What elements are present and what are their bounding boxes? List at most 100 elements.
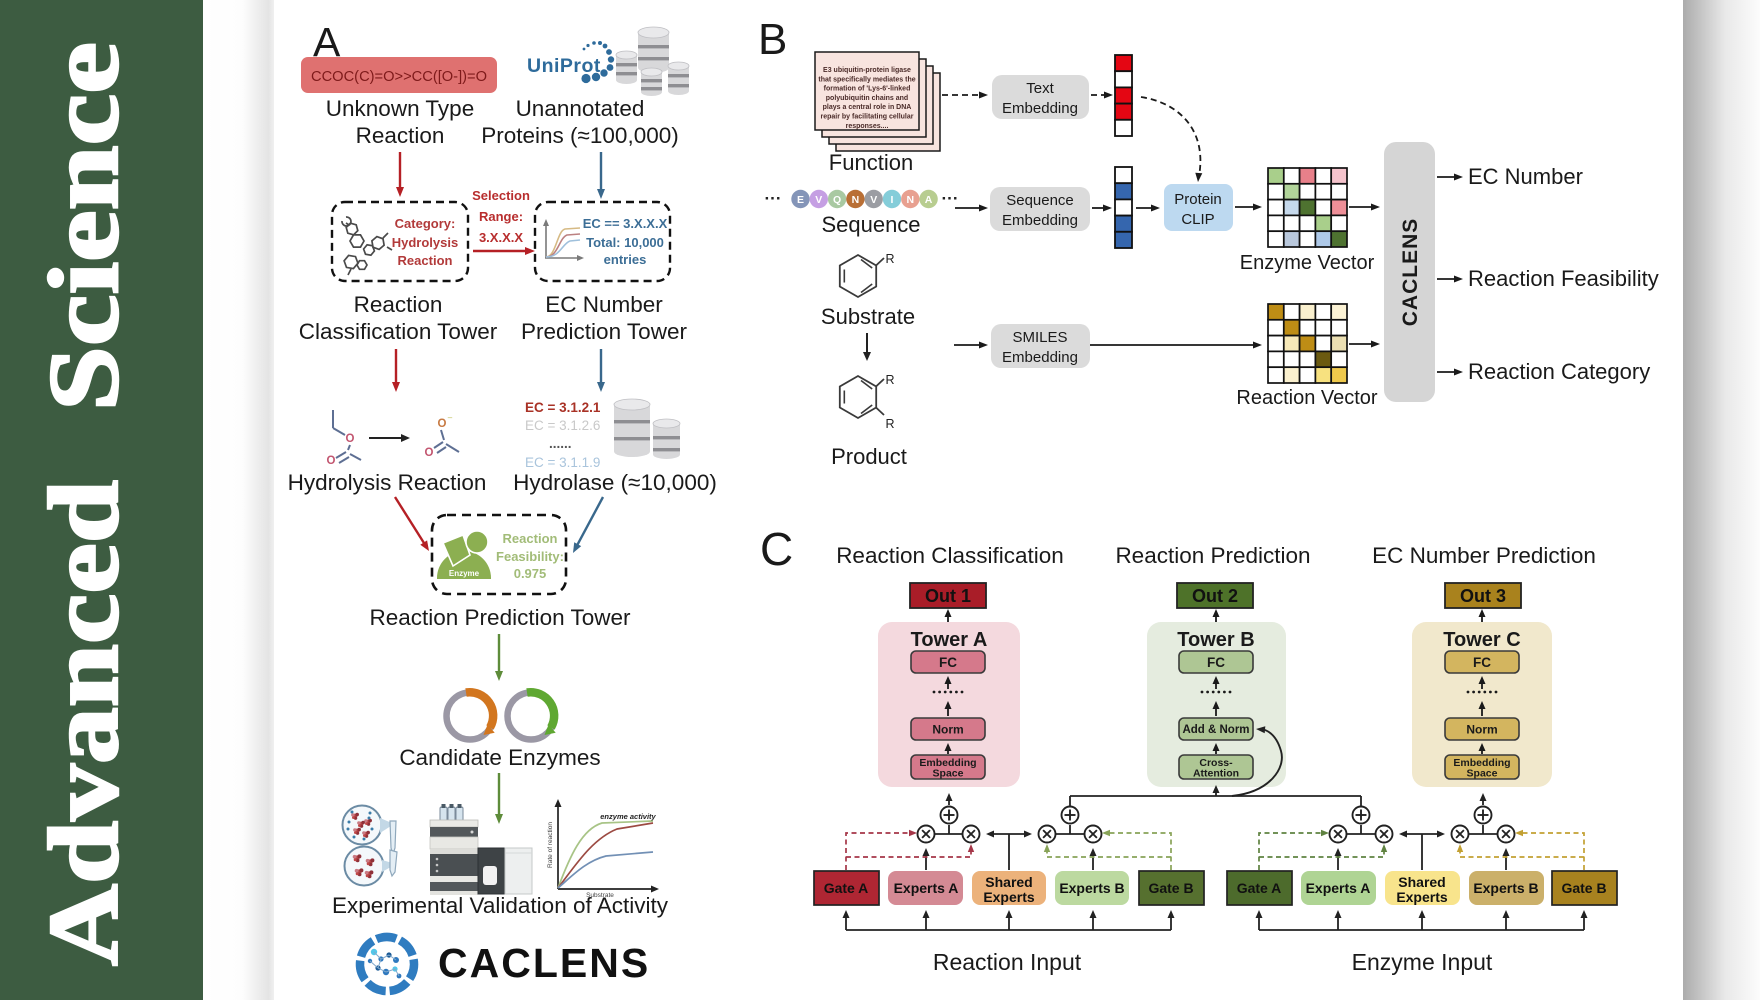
svg-text:N: N [907,194,915,206]
svg-text:A: A [925,194,933,206]
svg-text:Reaction: Reaction [356,123,445,148]
svg-text:Total: 10,000: Total: 10,000 [586,235,664,250]
svg-text:FC: FC [939,655,957,670]
svg-text:Product: Product [831,444,907,469]
svg-text:Tower A: Tower A [911,629,988,651]
svg-text:Reaction: Reaction [398,253,453,268]
svg-text:Science: Science [28,42,139,411]
svg-text:Out 3: Out 3 [1460,586,1506,606]
svg-text:Norm: Norm [1466,722,1497,736]
svg-text:EC Number: EC Number [545,292,663,317]
svg-text:enzyme activity: enzyme activity [600,812,656,821]
svg-text:Space: Space [933,768,964,780]
svg-text:Hydrolysis: Hydrolysis [392,235,458,250]
svg-text:Reaction: Reaction [354,292,443,317]
svg-text:Selection: Selection [472,188,530,203]
svg-text:Gate A: Gate A [824,880,869,896]
svg-text:FC: FC [1207,655,1225,670]
svg-text:Function: Function [829,150,913,175]
svg-text:EC = 3.1.2.1: EC = 3.1.2.1 [525,400,601,415]
svg-text:R: R [885,373,894,387]
svg-text:EC Number Prediction: EC Number Prediction [1372,543,1596,568]
svg-text:Enzyme Input: Enzyme Input [1352,949,1493,975]
svg-text:Experimental Validation of Act: Experimental Validation of Activity [332,893,669,918]
svg-text:···: ··· [765,189,782,208]
svg-text:SMILES: SMILES [1012,329,1067,346]
svg-text:responses....: responses.... [846,123,889,130]
svg-text:Reaction Category: Reaction Category [1468,359,1650,384]
svg-text:EC == 3.X.X.X: EC == 3.X.X.X [583,216,668,231]
svg-text:EC Number: EC Number [1468,164,1583,189]
svg-text:Tower C: Tower C [1443,629,1520,651]
svg-text:–: – [448,413,453,422]
svg-text:FC: FC [1473,655,1491,670]
svg-text:R: R [885,417,894,431]
svg-text:Experts B: Experts B [1059,880,1124,896]
svg-text:CCOC(C)=O>>CC([O-])=O: CCOC(C)=O>>CC([O-])=O [311,69,487,85]
svg-text:B: B [758,15,787,64]
svg-text:Out 1: Out 1 [925,586,971,606]
svg-text:entries: entries [604,252,647,267]
svg-text:Embedding: Embedding [919,757,976,769]
svg-text:Candidate Enzymes: Candidate Enzymes [399,745,600,770]
svg-text:Rate of reaction: Rate of reaction [547,822,554,868]
svg-text:Embedding: Embedding [1002,100,1078,117]
svg-text:UniProt: UniProt [527,55,601,77]
svg-text:EC = 3.1.2.6: EC = 3.1.2.6 [525,418,600,433]
svg-text:3.X.X.X: 3.X.X.X [479,230,523,245]
svg-text:Shared: Shared [1398,874,1445,890]
svg-text:···: ··· [942,189,959,208]
svg-text:Unknown Type: Unknown Type [326,96,474,121]
svg-text:EC = 3.1.1.9: EC = 3.1.1.9 [525,455,600,470]
svg-text:Proteins (≈100,000): Proteins (≈100,000) [481,123,678,148]
svg-text:Space: Space [1467,768,1498,780]
svg-text:formation of 'Lys-6'-linked: formation of 'Lys-6'-linked [824,86,911,93]
svg-text:Cross-: Cross- [1199,757,1233,769]
svg-text:Feasibility:: Feasibility: [496,549,564,564]
svg-text:that specifically mediates the: that specifically mediates the [818,76,915,83]
svg-text:Reaction Input: Reaction Input [933,949,1082,975]
svg-text:Embedding: Embedding [1002,212,1078,229]
svg-text:Substrate: Substrate [586,892,614,899]
svg-text:Embedding: Embedding [1453,757,1510,769]
svg-text:I: I [891,194,894,206]
svg-text:Experts: Experts [983,889,1035,905]
svg-text:R: R [885,252,894,266]
svg-text:plays a central role in DNA: plays a central role in DNA [823,104,912,111]
svg-text:Hydrolase (≈10,000): Hydrolase (≈10,000) [513,470,717,495]
svg-text:Norm: Norm [932,722,963,736]
svg-text:Experts A: Experts A [894,880,959,896]
svg-text:Hydrolysis Reaction: Hydrolysis Reaction [288,470,487,495]
svg-text:Experts: Experts [1396,889,1448,905]
svg-text:Advanced: Advanced [28,480,139,966]
svg-text:O: O [346,433,355,445]
svg-text:Sequence: Sequence [821,212,920,237]
svg-text:Enzyme: Enzyme [449,569,480,578]
svg-text:Add & Norm: Add & Norm [1182,724,1249,736]
svg-text:Q: Q [833,194,841,206]
svg-text:Sequence: Sequence [1006,192,1074,209]
svg-text:C: C [760,523,793,575]
svg-text:CLIP: CLIP [1181,211,1214,228]
svg-text:Substrate: Substrate [821,304,915,329]
svg-text:Embedding: Embedding [1002,349,1078,366]
svg-text:Reaction Feasibility: Reaction Feasibility [1468,266,1659,291]
svg-text:Reaction Prediction: Reaction Prediction [1115,543,1310,568]
svg-text:Tower B: Tower B [1177,629,1254,651]
svg-text:Prediction Tower: Prediction Tower [521,319,687,344]
svg-text:Range:: Range: [479,209,523,224]
svg-text:......: ...... [549,436,572,451]
svg-text:Protein: Protein [1174,191,1222,208]
svg-text:Shared: Shared [985,874,1032,890]
svg-text:Reaction Prediction Tower: Reaction Prediction Tower [370,605,631,630]
svg-text:Gate B: Gate B [1148,880,1193,896]
svg-text:Gate B: Gate B [1561,880,1606,896]
svg-text:polyubiquitin chains and: polyubiquitin chains and [826,95,908,102]
svg-text:Out 2: Out 2 [1192,586,1238,606]
svg-text:Category:: Category: [395,216,456,231]
svg-text:Reaction Vector: Reaction Vector [1236,387,1378,409]
svg-text:Gate A: Gate A [1237,880,1282,896]
svg-text:V: V [870,194,877,206]
svg-text:0.975: 0.975 [514,566,547,581]
svg-text:O: O [327,455,336,467]
